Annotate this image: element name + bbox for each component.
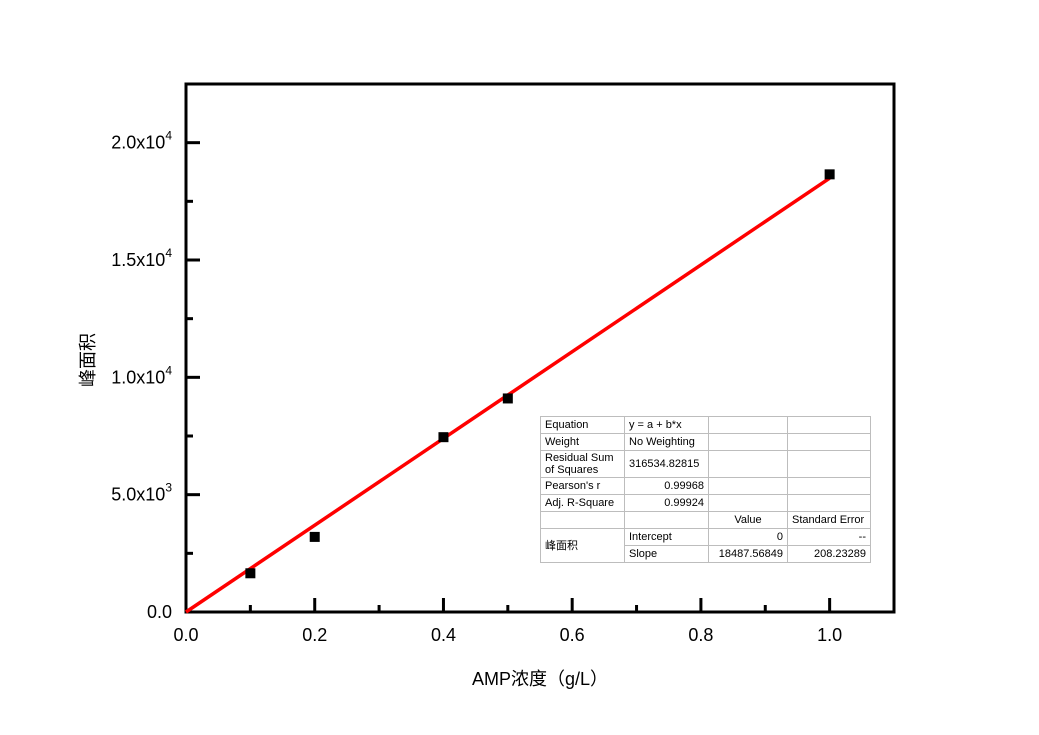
data-point xyxy=(245,568,256,579)
plot-frame xyxy=(184,82,896,614)
stats-cell xyxy=(708,433,788,451)
stats-param-row: Slope 18487.56849 208.23289 xyxy=(541,545,871,563)
stats-row: Weight No Weighting xyxy=(540,433,871,451)
stats-cell: 208.23289 xyxy=(787,545,871,563)
y-tick-label: 0.0 xyxy=(147,602,172,622)
stats-cell: Standard Error xyxy=(787,511,871,529)
x-axis-title: AMP浓度（g/L） xyxy=(472,669,608,689)
stats-cell: 0.99968 xyxy=(624,477,709,495)
x-tick-label: 0.6 xyxy=(560,625,585,645)
x-tick-label: 0.8 xyxy=(688,625,713,645)
stats-cell xyxy=(624,511,709,529)
stats-cell xyxy=(708,494,788,512)
stats-cell xyxy=(540,511,625,529)
data-point xyxy=(438,432,449,443)
stats-cell: No Weighting xyxy=(624,433,709,451)
stats-cell: Pearson's r xyxy=(540,477,625,495)
y-tick-label: 5.0x103 xyxy=(111,481,172,505)
stats-cell: y = a + b*x xyxy=(624,416,709,434)
stats-cell: Equation xyxy=(540,416,625,434)
stats-row: Pearson's r 0.99968 xyxy=(540,477,871,495)
data-point xyxy=(502,393,513,404)
stats-param-row: 峰面积 Intercept 0 -- xyxy=(540,528,871,563)
stats-cell xyxy=(787,416,871,434)
y-tick-label: 1.5x104 xyxy=(111,246,172,270)
stats-cell: 0.99924 xyxy=(624,494,709,512)
stats-row: Equation y = a + b*x xyxy=(540,416,871,434)
stats-row: Residual Sum of Squares 316534.82815 xyxy=(540,450,871,478)
stats-cell: 18487.56849 xyxy=(708,545,788,563)
stats-cell xyxy=(708,450,788,478)
stats-cell: Slope xyxy=(624,545,709,563)
stats-cell xyxy=(787,450,871,478)
stats-cell: -- xyxy=(787,528,871,546)
stats-cell xyxy=(708,416,788,434)
x-tick-label: 1.0 xyxy=(817,625,842,645)
stats-cell: Residual Sum of Squares xyxy=(540,450,625,478)
y-tick-label: 1.0x104 xyxy=(111,363,172,387)
fit-statistics-table: Equation y = a + b*x Weight No Weighting Res… xyxy=(540,416,871,563)
x-tick-label: 0.2 xyxy=(302,625,327,645)
stats-cell xyxy=(787,433,871,451)
stats-cell: 0 xyxy=(708,528,788,546)
stats-cell xyxy=(787,477,871,495)
data-point xyxy=(824,169,835,180)
stats-cell: Value xyxy=(708,511,788,529)
data-point xyxy=(309,531,320,542)
stats-cell: Adj. R-Square xyxy=(540,494,625,512)
stats-row: Adj. R-Square 0.99924 xyxy=(540,494,871,512)
stats-group-label: 峰面积 xyxy=(540,528,625,563)
stats-cell xyxy=(787,494,871,512)
stats-row: Value Standard Error xyxy=(540,511,871,529)
y-axis-title: 峰面积 xyxy=(78,333,98,387)
x-tick-label: 0.0 xyxy=(173,625,198,645)
stats-cell: 316534.82815 xyxy=(624,450,709,478)
x-tick-label: 0.4 xyxy=(431,625,456,645)
data-points xyxy=(245,169,835,579)
stats-cell: Weight xyxy=(540,433,625,451)
x-axis: 0.0 0.2 0.4 0.6 0.8 1.0 xyxy=(173,598,842,645)
stats-cell xyxy=(708,477,788,495)
y-tick-label: 2.0x104 xyxy=(111,129,172,153)
stats-cell: Intercept xyxy=(624,528,709,546)
